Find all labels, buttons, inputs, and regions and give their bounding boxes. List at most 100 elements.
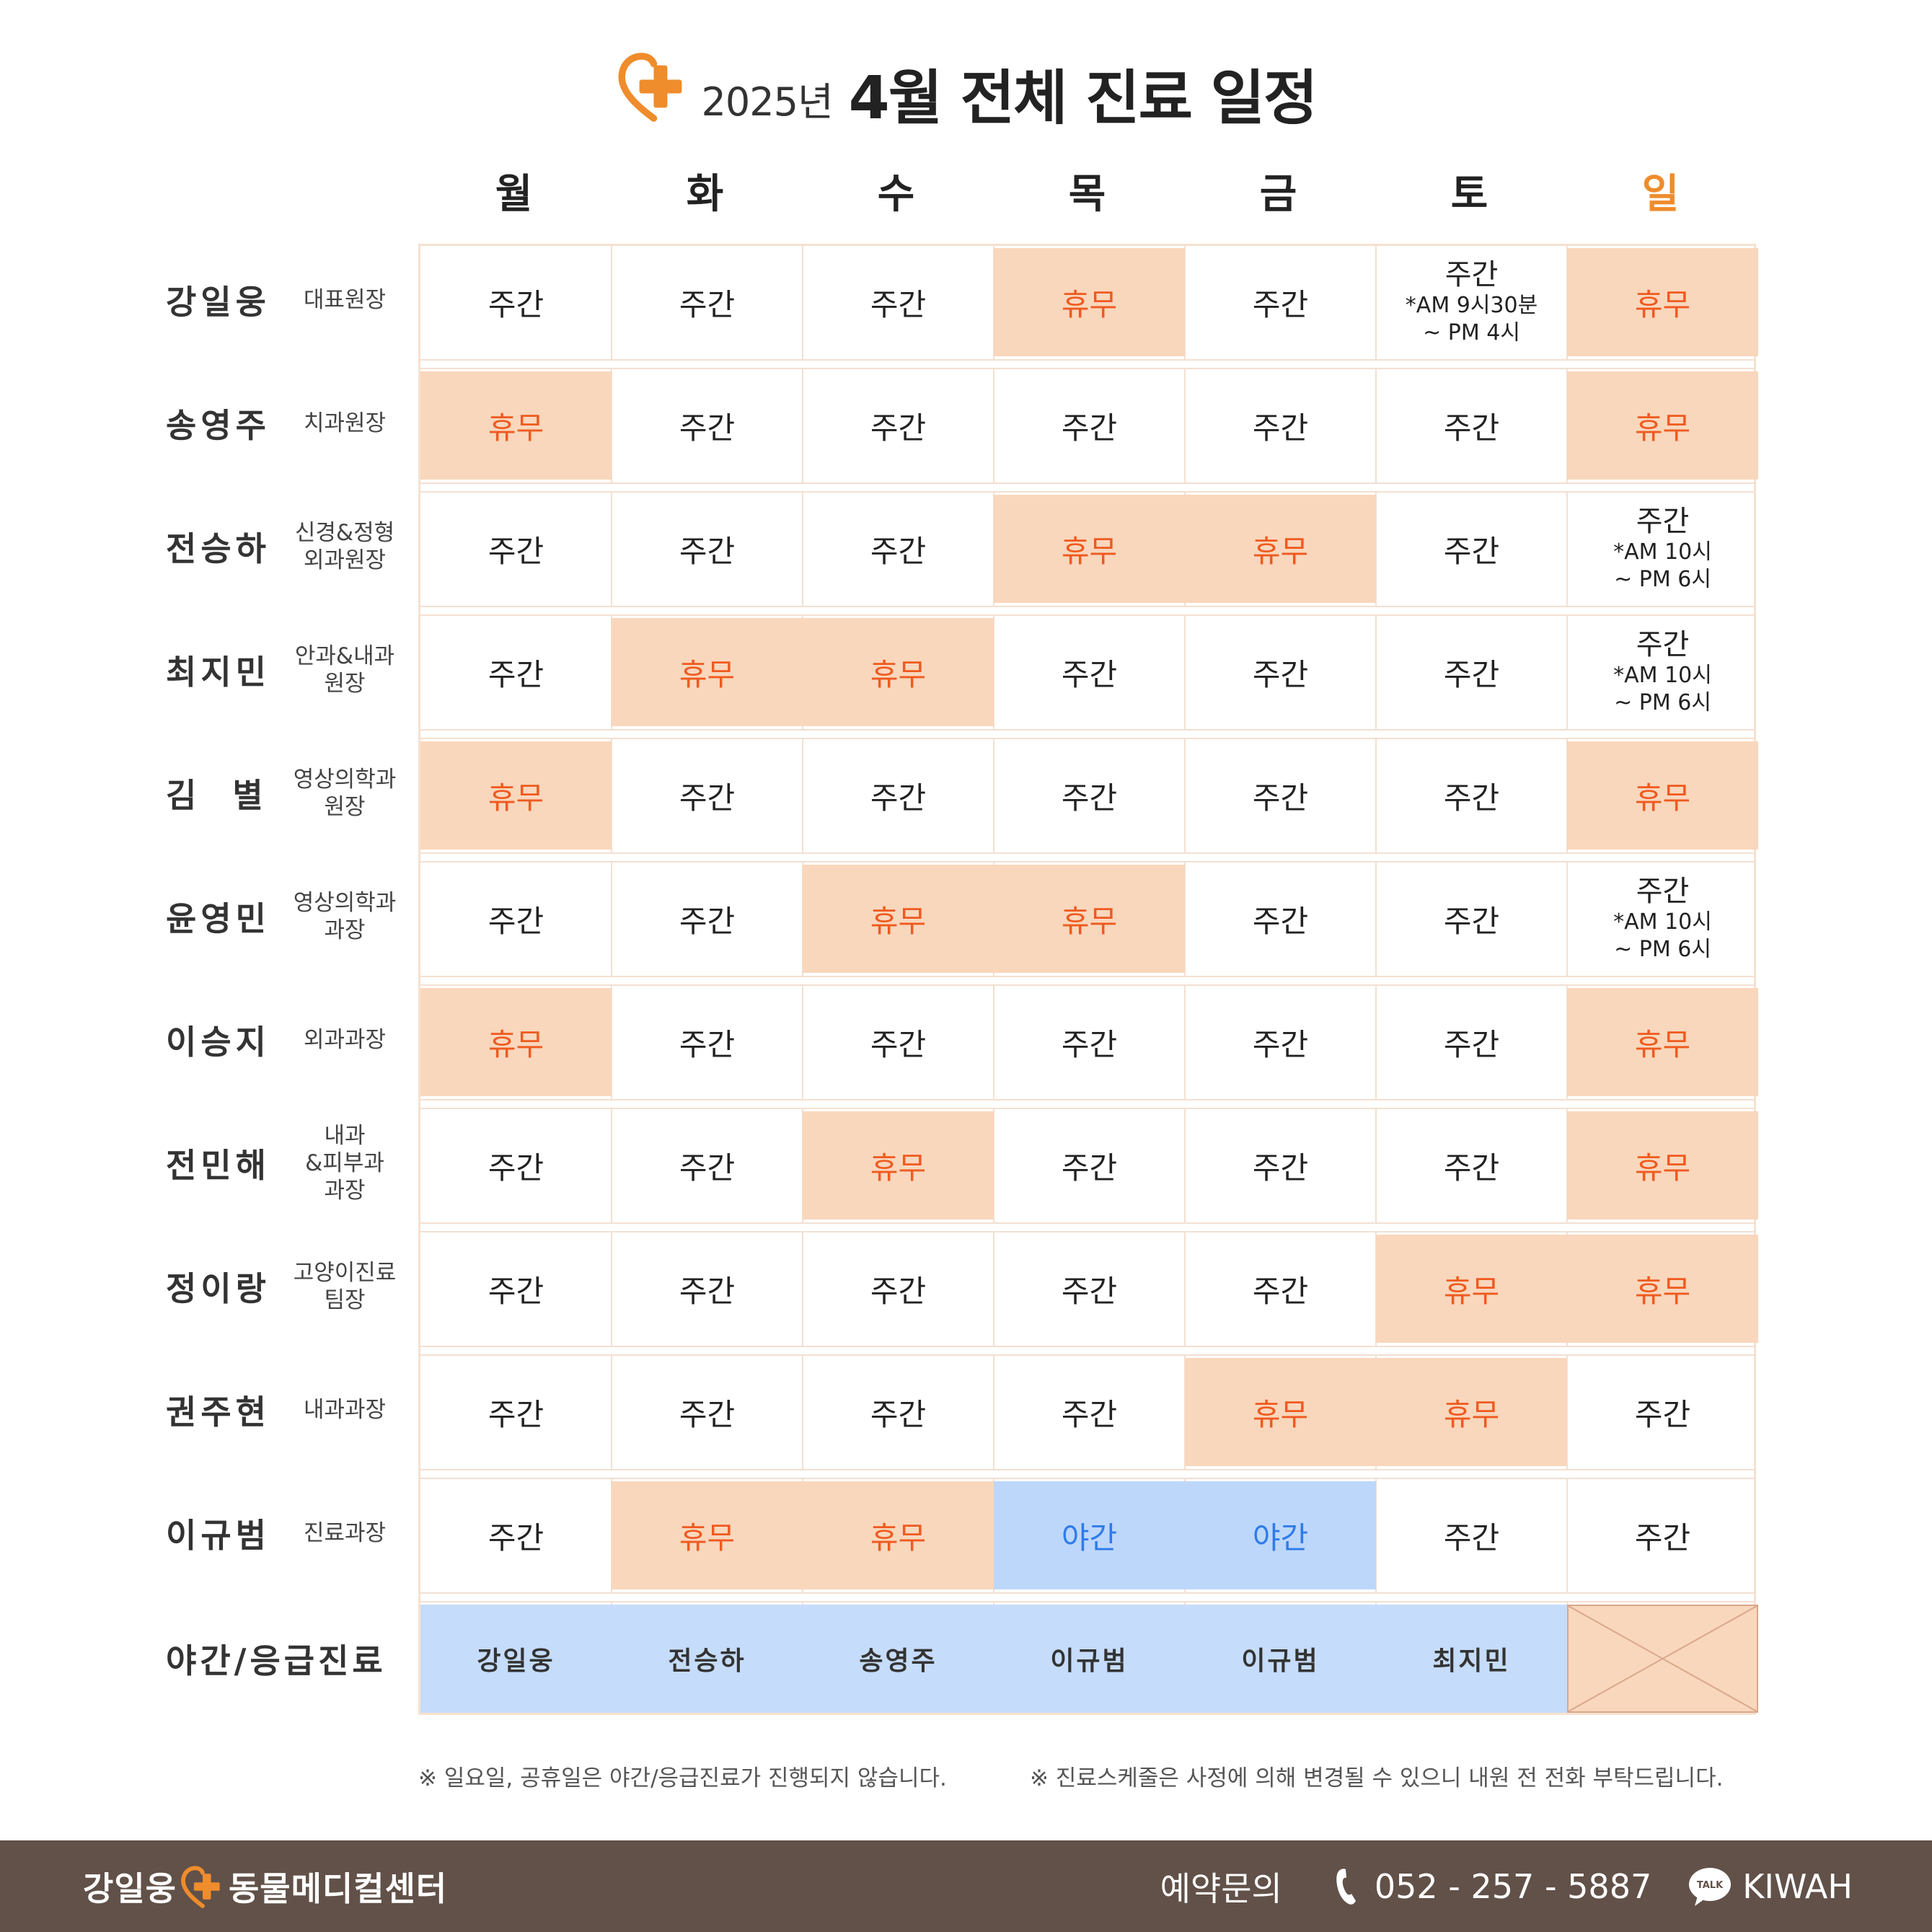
doctor-title-line: 내과과장 (303, 1397, 387, 1423)
shift-label: 휴무 (1061, 286, 1118, 322)
brand-name-right: 동물메디컬센터 (228, 1869, 448, 1908)
doctor-name: 전승하 (166, 529, 270, 568)
shift-label: 주간 (1443, 533, 1500, 569)
schedule-cell-day: 주간 (1185, 618, 1376, 726)
kakao-id[interactable]: KIWAH (1742, 1866, 1853, 1906)
page-title: 4월 전체 진료 일정 (848, 63, 1318, 133)
shift-label: 주간 (488, 1150, 544, 1186)
shift-label: 휴무 (1252, 533, 1309, 569)
shift-hours: *AM 10시 (1613, 909, 1712, 935)
weekday-4: 금 (1259, 171, 1297, 218)
shift-label: 주간 (679, 1273, 736, 1309)
schedule-cell-day: 주간 (612, 371, 803, 480)
phone-number[interactable]: 052 - 257 - 5887 (1374, 1866, 1652, 1906)
doctor-title: 안과&내과 원장 (287, 643, 402, 697)
doctor-title-line: 내과 (324, 1123, 366, 1149)
doctor-name: 김 별 (166, 776, 268, 815)
shift-label: 휴무 (1634, 1150, 1691, 1186)
schedule-cell-day: 주간 (612, 1235, 803, 1343)
schedule-grid: 주간 주간 주간 휴무 주간 주간 *AM 9시30분 ~ PM 4시 휴무 휴무 주간 주간 주간 주간… (418, 244, 1758, 1715)
schedule-cell-day: 주간 (803, 1358, 994, 1466)
shift-label: 주간 (1061, 1026, 1118, 1062)
shift-label: 주간 (1252, 1273, 1309, 1309)
shift-label: 휴무 (1443, 1273, 1500, 1309)
schedule-cell-off: 휴무 (994, 495, 1185, 603)
shift-label: 주간 (1444, 258, 1499, 291)
shift-label: 야간 (1252, 1519, 1309, 1556)
doctor-title: 영상의학과 원장 (287, 766, 402, 821)
schedule-cell-day: 주간 (1376, 988, 1567, 1096)
schedule-cell-day: 주간 (612, 741, 803, 850)
schedule-cell-off: 휴무 (803, 1111, 994, 1219)
doctor-title-line: 팀장 (324, 1287, 366, 1313)
emergency-doctor-cell: 이규범 (1185, 1605, 1376, 1713)
brand-name-left: 강일웅 (83, 1869, 177, 1908)
shift-label: 주간 (870, 410, 927, 446)
shift-label: 휴무 (1634, 410, 1691, 446)
schedule-cell-night: 야간 (994, 1481, 1185, 1589)
weekday-0: 월 (495, 171, 533, 218)
kakaotalk-icon: TALK (1689, 1867, 1732, 1906)
shift-label: 주간 (870, 1273, 927, 1309)
schedule-cell-off: 휴무 (1185, 495, 1376, 603)
shift-label: 주간 (870, 1026, 927, 1062)
doctor-title-line: 고양이진료 (293, 1260, 397, 1286)
shift-label: 주간 (679, 1150, 736, 1186)
schedule-cell-off: 휴무 (612, 618, 803, 726)
shift-label: 주간 (870, 533, 927, 569)
shift-label: 휴무 (1252, 1396, 1309, 1432)
schedule-cell-off: 휴무 (420, 988, 612, 1096)
shift-label: 주간 (1252, 286, 1309, 322)
shift-label: 주간 (1443, 410, 1500, 446)
footer: 강일웅 동물메디컬센터 예약문의 052 - 257 - 5887 TALK K… (0, 1840, 1932, 1932)
schedule-cell-day: 주간 (420, 1111, 612, 1219)
doctor-title-line: 과장 (324, 917, 366, 943)
shift-label: 주간 (488, 1396, 544, 1432)
shift-label: 주간 (679, 1026, 736, 1062)
schedule-cell-day: 주간 (803, 988, 994, 1096)
grid-row-divider (420, 1099, 1754, 1109)
shift-hours: *AM 10시 (1613, 663, 1712, 688)
schedule-cell-day: 주간 (1376, 1481, 1567, 1589)
schedule-cell-day: 주간 (1185, 1235, 1376, 1343)
schedule-cell-day: 주간 (420, 1235, 612, 1343)
shift-label: 휴무 (870, 903, 927, 939)
shift-label: 주간 (1061, 780, 1118, 816)
doctor-title-line: 신경&정형 (294, 520, 395, 546)
talk-badge-text: TALK (1697, 1880, 1724, 1891)
schedule-cell-day: 주간 (420, 618, 612, 726)
footer-brand: 강일웅 동물메디컬센터 (83, 1840, 447, 1932)
schedule-cell-day: 주간 (420, 1358, 612, 1466)
shift-label: 주간 (1634, 1519, 1691, 1556)
shift-label: 주간 (679, 780, 736, 816)
doctor-name: 정이랑 (166, 1269, 270, 1308)
doctor-title: 영상의학과 과장 (287, 889, 402, 944)
grid-row-divider (420, 852, 1754, 863)
schedule-cell-day: 주간 (420, 248, 612, 356)
shift-label: 주간 (1061, 1396, 1118, 1432)
shift-hours: ~ PM 6시 (1614, 937, 1711, 962)
shift-hours: *AM 9시30분 (1405, 293, 1538, 318)
schedule-cell-off: 휴무 (1567, 371, 1758, 480)
grid-row-divider (420, 606, 1754, 616)
schedule-cell-day: 주간 (1185, 865, 1376, 973)
shift-label: 휴무 (1061, 533, 1118, 569)
shift-label: 휴무 (870, 1150, 927, 1186)
shift-label: 주간 (870, 286, 927, 322)
shift-label: 주간 (488, 656, 544, 692)
schedule-cell-off: 휴무 (1567, 988, 1758, 1096)
schedule-cell-day: 주간 (612, 495, 803, 603)
schedule-cell-off: 휴무 (1376, 1235, 1567, 1343)
schedule-cell-off: 휴무 (1567, 741, 1758, 850)
shift-label: 주간 (1636, 875, 1690, 908)
schedule-cell-off: 휴무 (1567, 1235, 1758, 1343)
doctor-name: 전민해 (166, 1146, 270, 1185)
shift-label: 주간 (1061, 1150, 1118, 1186)
shift-label: 주간 (1636, 628, 1690, 661)
shift-hours: *AM 10시 (1613, 539, 1712, 565)
schedule-cell-off: 휴무 (420, 741, 612, 850)
doctor-name: 권주현 (166, 1393, 270, 1432)
emergency-row-label: 야간/응급진료 (166, 1641, 387, 1680)
shift-label: 야간 (1061, 1519, 1118, 1556)
